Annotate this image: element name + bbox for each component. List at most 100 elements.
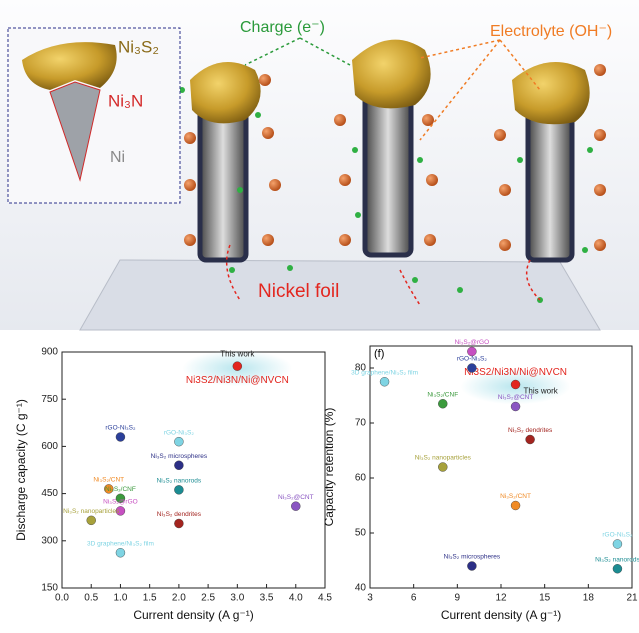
x-axis-title: Current density (A g⁻¹) [441, 608, 561, 622]
y-axis-title: Discharge capacity (C g⁻¹) [14, 399, 28, 541]
panel-label: (f) [374, 348, 384, 360]
point-label: This work [524, 387, 559, 396]
y-tick-label: 900 [41, 347, 58, 358]
x-tick-label: 3.5 [260, 593, 274, 604]
tube-1 [190, 62, 261, 263]
x-tick-label: 3.0 [230, 593, 244, 604]
point [174, 485, 184, 495]
x-tick-label: 2.5 [201, 593, 215, 604]
inset-core [49, 81, 101, 182]
point [467, 363, 477, 373]
point-label: Ni₃S₂@rGO [455, 339, 490, 346]
y-tick-label: 750 [41, 394, 58, 405]
point [510, 401, 521, 412]
x-tick-label: 1.0 [113, 593, 127, 604]
point-label: Ni₃S₂@rGO [103, 499, 138, 506]
point-label: Ni₃S₂ dendrites [157, 511, 202, 518]
inset-label: Ni₃N [108, 91, 143, 110]
inset-label: Ni₃S₂ [118, 37, 159, 56]
y-tick-label: 60 [355, 473, 367, 484]
point-label: This work [220, 349, 255, 358]
x-tick-label: 3 [367, 593, 373, 604]
arrows [225, 37, 541, 306]
x-tick-label: 15 [539, 593, 551, 604]
point-label: Ni₃S₂ nanoparticles [63, 508, 120, 515]
point [104, 484, 114, 494]
point [115, 548, 126, 558]
y-tick-label: 80 [355, 363, 367, 374]
y-tick-label: 600 [41, 441, 58, 452]
point-label: Ni₃S₂ microspheres [151, 453, 208, 460]
point-label: Ni₃S₂/CNT [93, 477, 124, 484]
point-label: Ni₃S₂/CNF [427, 391, 458, 398]
foil-label: Nickel foil [258, 281, 339, 302]
inset-shell [22, 42, 117, 90]
tube-2 [352, 39, 431, 258]
x-tick-label: 0.5 [84, 593, 98, 604]
point-label: 3D graphene/Ni₃S₂ film [87, 540, 154, 547]
point [612, 539, 623, 549]
point [174, 460, 184, 470]
point [115, 432, 126, 442]
point-label: rGO-Ni₃S₂ [457, 356, 488, 363]
annotation: Ni3S2/Ni3N/Ni@NVCN [464, 367, 567, 378]
x-tick-label: 4.0 [289, 593, 303, 604]
point-label: Ni₃S₂ nanorods [157, 478, 202, 485]
point-label: Ni₃S₂@CNT [498, 394, 534, 401]
x-axis-title: Current density (A g⁻¹) [133, 608, 253, 622]
schematic: Ni₃S₂ Ni₃N Ni Charge (e⁻) Electrolyte (O… [0, 0, 639, 331]
x-tick-label: 18 [583, 593, 595, 604]
y-axis-title: Capacity retention (%) [322, 408, 336, 527]
y-tick-label: 450 [41, 488, 58, 499]
point-label: rGO-Ni₃S₂ [105, 425, 136, 432]
point [86, 515, 96, 526]
x-tick-label: 12 [495, 593, 507, 604]
point [510, 500, 521, 511]
point-label: Ni₃S₂/CNF [105, 486, 136, 493]
plot-frame [61, 351, 326, 589]
point [467, 561, 477, 571]
y-tick-label: 150 [41, 583, 58, 594]
point-label: Ni₃S₂ microspheres [444, 554, 501, 561]
point-label: 3D graphene/Ni₃S₂ film [351, 369, 418, 376]
x-tick-label: 1.5 [143, 593, 157, 604]
x-tick-label: 4.5 [318, 593, 332, 604]
point-label: rGO-Ni₃S₂ [164, 429, 195, 436]
inset-label: Ni [110, 149, 125, 166]
point-label: rGO-Ni₃S₂ [602, 532, 633, 539]
annotation: Ni3S2/Ni3N/Ni@NVCN [186, 375, 289, 386]
point [525, 434, 535, 445]
point-label: Ni₃S₂ dendrites [508, 427, 553, 434]
point [232, 361, 243, 371]
charge-label: Charge (e⁻) [240, 19, 325, 36]
point [174, 518, 184, 529]
point [467, 346, 477, 357]
point [510, 379, 521, 390]
point-label: Ni₃S₂ nanoparticles [415, 455, 472, 462]
y-tick-label: 70 [355, 418, 367, 429]
point-label: Ni₃S₂ nanorods [595, 556, 639, 563]
y-tick-label: 40 [355, 583, 367, 594]
point [115, 506, 126, 516]
point [612, 564, 623, 574]
point-label: Ni₃S₂/CNT [500, 493, 531, 500]
x-tick-label: 21 [626, 593, 638, 604]
point [291, 501, 301, 511]
tube-3 [512, 62, 590, 263]
point [174, 436, 184, 447]
x-tick-label: 2.0 [172, 593, 186, 604]
nickel-foil [79, 259, 601, 331]
point-label: Ni₃S₂@CNT [278, 494, 314, 501]
x-tick-label: 0.0 [55, 593, 69, 604]
point [438, 399, 448, 409]
x-tick-label: 9 [455, 593, 461, 604]
y-tick-label: 50 [355, 528, 367, 539]
y-tick-label: 300 [41, 535, 58, 546]
electrolyte-label: Electrolyte (OH⁻) [490, 23, 612, 40]
point [438, 462, 448, 472]
x-tick-label: 6 [411, 593, 417, 604]
point [115, 493, 126, 504]
point [379, 377, 390, 387]
